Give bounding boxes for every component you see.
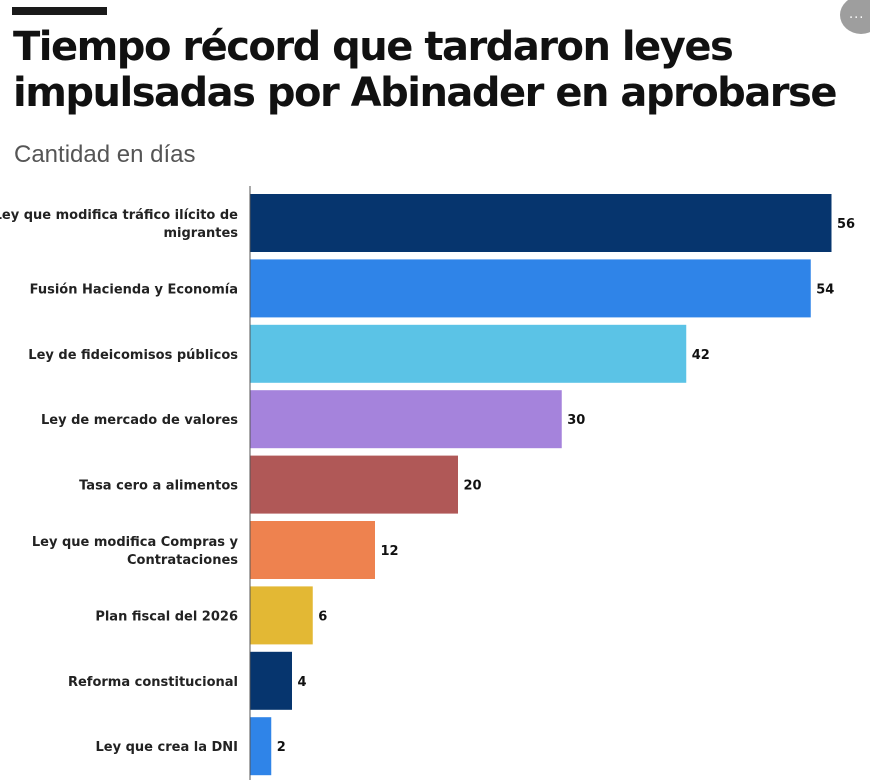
category-label: Ley que modifica tráfico ilícito de [0, 208, 238, 223]
data-label: 42 [692, 348, 710, 363]
category-label: Reforma constitucional [68, 675, 238, 690]
category-label: Ley que modifica Compras y [32, 535, 239, 550]
top-rule [12, 7, 107, 15]
category-label: migrantes [163, 226, 238, 241]
category-label: Ley de mercado de valores [41, 413, 238, 428]
data-label: 54 [816, 282, 834, 297]
bar [250, 455, 458, 514]
category-label: Plan fiscal del 2026 [95, 609, 238, 624]
bar [250, 259, 811, 318]
bar [250, 717, 272, 776]
category-label: Ley que crea la DNI [96, 740, 239, 755]
bar [250, 651, 292, 710]
category-label: Tasa cero a alimentos [79, 479, 238, 494]
data-label: 30 [567, 413, 585, 428]
data-label: 56 [837, 217, 855, 232]
bar [250, 586, 313, 645]
chart-subtitle: Cantidad en días [14, 141, 196, 168]
data-label: 20 [464, 479, 482, 494]
bar [250, 194, 832, 252]
data-label: 4 [298, 675, 307, 690]
data-label: 2 [277, 740, 286, 755]
data-label: 6 [318, 609, 327, 624]
category-label: Ley de fideicomisos públicos [28, 348, 238, 363]
category-label: Fusión Hacienda y Economía [30, 282, 238, 297]
bar [250, 390, 562, 449]
category-label: Contrataciones [127, 553, 238, 568]
data-label: 12 [381, 544, 399, 559]
bar [250, 521, 375, 579]
bar [250, 324, 687, 383]
chart-title: Tiempo récord que tardaron leyes impulsa… [13, 24, 837, 116]
